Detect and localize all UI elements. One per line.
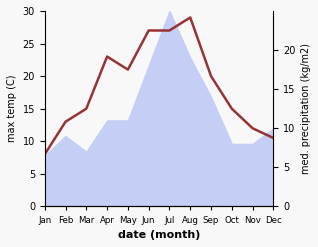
X-axis label: date (month): date (month) (118, 230, 200, 240)
Y-axis label: max temp (C): max temp (C) (7, 75, 17, 143)
Y-axis label: med. precipitation (kg/m2): med. precipitation (kg/m2) (301, 43, 311, 174)
